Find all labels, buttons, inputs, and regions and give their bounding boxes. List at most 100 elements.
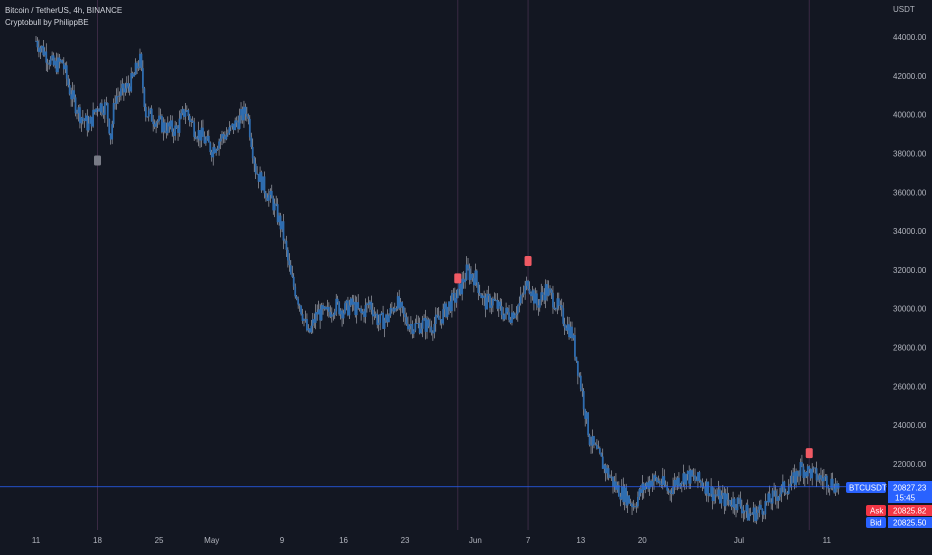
candle-body (83, 119, 86, 121)
candle-body (525, 280, 528, 286)
candle-body (711, 486, 714, 502)
candle-body (111, 124, 114, 140)
time-axis[interactable]: 11 18 25 May 9 16 23 Jun 7 13 20 Jul 11 (32, 536, 832, 545)
candle-body (187, 110, 190, 116)
candle-body (803, 472, 806, 478)
candle-body (740, 506, 743, 514)
candle-body (719, 489, 721, 504)
candle-body (361, 311, 364, 314)
candle-body (449, 301, 452, 312)
candle-body (713, 494, 715, 502)
candle-body (304, 318, 307, 320)
candle-body (364, 305, 367, 317)
candle-body (595, 444, 598, 449)
chart-legend: Bitcoin / TetherUS, 4h, BINANCE Cryptobu… (5, 5, 122, 29)
candle-body (118, 95, 121, 97)
candle-body (754, 507, 756, 522)
candle-body (628, 495, 631, 504)
candle-body (544, 284, 547, 301)
candle-body (388, 315, 390, 323)
candle-body (216, 148, 219, 150)
candle-body (38, 47, 40, 53)
candle-body (667, 490, 670, 492)
candle-body (354, 301, 357, 316)
candle-body (272, 198, 275, 211)
candle-body (240, 109, 242, 116)
candle-body (808, 466, 811, 470)
candle-body (448, 301, 450, 307)
candle-body (736, 497, 739, 511)
candle-body (35, 40, 37, 42)
candlestick-series (35, 35, 840, 525)
candle-body (591, 436, 594, 446)
candle-body (569, 326, 572, 338)
candle-body (333, 311, 336, 316)
candle-body (64, 65, 67, 70)
candle-body (273, 203, 276, 211)
candle-body (407, 323, 409, 330)
candle-body (226, 133, 229, 135)
candle-body (314, 312, 317, 323)
candle-body (294, 286, 297, 297)
candle-body (101, 103, 103, 113)
candle-body (588, 435, 591, 445)
candle-body (67, 78, 70, 86)
candle-body (610, 476, 613, 478)
candle-body (140, 53, 143, 69)
candle-body (511, 312, 513, 323)
candle-body (43, 51, 46, 56)
candle-body (207, 135, 210, 143)
candle-body (92, 109, 95, 127)
candle-body (833, 488, 836, 493)
candle-body (478, 292, 481, 295)
candle-body (762, 514, 765, 516)
candle-body (326, 306, 329, 310)
candle-body (193, 122, 196, 137)
candle-body (672, 486, 674, 494)
time-tick-label: 13 (576, 536, 585, 545)
candle-body (80, 117, 83, 124)
price-tick-label: 44000.00 (893, 33, 927, 42)
candle-body (670, 493, 673, 494)
candle-body (790, 475, 793, 484)
candle-body (114, 103, 116, 104)
candle-body (301, 314, 304, 321)
candle-body (120, 88, 122, 96)
candle-body (440, 319, 443, 324)
candle-body (828, 487, 831, 489)
candle-body (347, 300, 349, 316)
candle-body (527, 280, 529, 289)
candle-body (578, 375, 581, 377)
candle-body (307, 328, 310, 331)
candle-body (669, 490, 672, 494)
candle-body (650, 480, 652, 486)
signal-marker (454, 273, 462, 284)
candle-body (200, 127, 203, 141)
price-axis[interactable]: USDT 22000.00 24000.00 26000.00 28000.00 300… (893, 5, 927, 469)
candle-body (196, 138, 198, 140)
candle-body (522, 293, 525, 295)
candle-body (764, 500, 767, 515)
candle-body (531, 290, 534, 297)
candle-body (382, 312, 384, 329)
candle-body (585, 412, 588, 419)
candle-body (260, 172, 263, 191)
time-tick-label: 7 (526, 536, 531, 545)
candle-body (253, 158, 256, 164)
candle-body (212, 147, 215, 158)
candle-body (327, 306, 330, 312)
price-tick-label: 24000.00 (893, 421, 927, 430)
candle-body (341, 310, 343, 319)
candle-body (773, 490, 775, 492)
candle-body (418, 322, 421, 334)
candle-body (521, 294, 524, 296)
signal-markers (94, 155, 813, 459)
candle-body (89, 116, 92, 124)
candle-body (147, 110, 150, 117)
candle-body (465, 264, 468, 280)
candle-body (380, 312, 383, 315)
candle-body (401, 302, 404, 307)
candle-body (620, 486, 623, 500)
